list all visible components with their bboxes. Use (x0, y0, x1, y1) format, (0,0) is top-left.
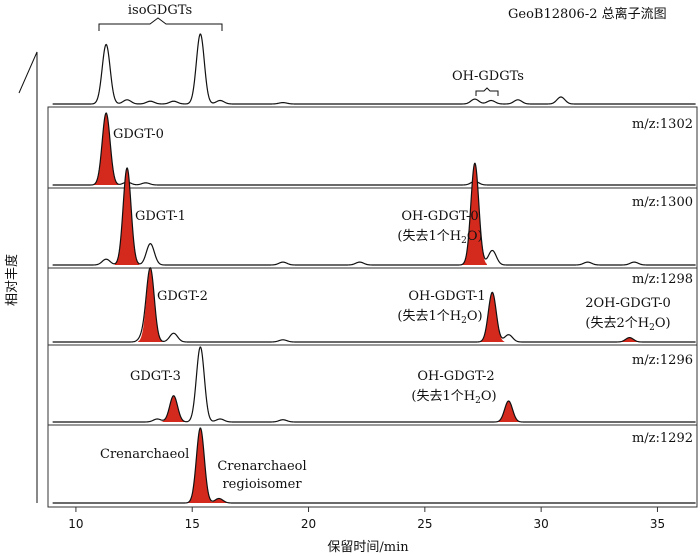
h-symbol: H (450, 229, 461, 244)
loss-text: (失去1个 (397, 309, 449, 324)
loss-tail: O) (467, 309, 483, 324)
annotation-gdgt-3: GDGT-3 (130, 369, 181, 384)
subscript: 2 (461, 316, 467, 326)
isogdgts-bracket (98, 17, 223, 31)
annotation-oh-gdgt-0-loss: (失去1个H2O) (397, 229, 482, 246)
loss-text: (失去1个 (397, 229, 449, 244)
x-tick-label: 30 (534, 517, 549, 531)
filled-peak (93, 113, 119, 185)
panel-label-1302: m/z:1302 (632, 117, 693, 132)
panel-frame (47, 106, 698, 508)
subscript: 2 (475, 396, 481, 406)
x-tick-label: 10 (68, 517, 83, 531)
loss-tail: O) (467, 229, 483, 244)
x-tick-label: 25 (417, 517, 432, 531)
annotation-oh-gdgt-1: OH-GDGT-1 (408, 289, 485, 304)
plot-frame (47, 106, 698, 508)
trace-line (52, 266, 696, 343)
h-symbol: H (450, 309, 461, 324)
chart-title: GeoB12806-2 总离子流图 (508, 6, 667, 22)
loss-text: (失去1个 (411, 389, 463, 404)
loss-tail: O) (655, 316, 671, 331)
y-axis-line (18, 51, 38, 503)
annotation-ohgdgts: OH-GDGTs (452, 69, 524, 84)
trace-line (52, 33, 696, 105)
annotation-crenarchaeol-regio-1: Crenarchaeol (217, 459, 306, 474)
x-axis-ticks: 10 15 20 25 30 35 (68, 507, 665, 531)
annotation-isogdgts: isoGDGTs (128, 3, 192, 18)
h-symbol: H (638, 316, 649, 331)
subscript: 2 (649, 323, 655, 333)
loss-tail: O) (481, 389, 497, 404)
annotation-2oh-gdgt-0-loss: (失去2个H2O) (585, 316, 670, 333)
annotation-oh-gdgt-0: OH-GDGT-0 (401, 209, 478, 224)
panel-label-1296: m/z:1296 (632, 353, 693, 368)
annotation-oh-gdgt-2: OH-GDGT-2 (417, 369, 494, 384)
trace-line (52, 346, 696, 423)
trace-line (52, 427, 696, 504)
x-axis-label: 保留时间/min (327, 540, 409, 555)
ohgdgts-bracket (475, 87, 499, 96)
x-tick-label: 35 (650, 517, 665, 531)
annotation-gdgt-1: GDGT-1 (135, 209, 186, 224)
annotation-oh-gdgt-1-loss: (失去1个H2O) (397, 309, 482, 326)
subscript: 2 (461, 236, 467, 246)
trace-line (52, 112, 696, 186)
h-symbol: H (464, 389, 475, 404)
filled-peak (188, 428, 213, 503)
y-axis-label: 相对丰度 (4, 254, 20, 306)
panel-label-1298: m/z:1298 (632, 272, 693, 287)
annotation-2oh-gdgt-0: 2OH-GDGT-0 (585, 296, 671, 311)
loss-text: (失去2个 (585, 316, 637, 331)
trace-line (52, 162, 696, 266)
annotation-oh-gdgt-2-loss: (失去1个H2O) (411, 389, 496, 406)
traces-layer (52, 33, 696, 504)
filled-peak (496, 401, 521, 422)
x-tick-label: 20 (301, 517, 316, 531)
panel-label-1300: m/z:1300 (632, 195, 693, 210)
annotation-crenarchaeol-regio-2: regioisomer (222, 477, 302, 492)
annotation-gdgt-2: GDGT-2 (157, 289, 208, 304)
annotation-crenarchaeol: Crenarchaeol (100, 447, 189, 462)
annotation-gdgt-0: GDGT-0 (113, 127, 164, 142)
panel-label-1292: m/z:1292 (632, 431, 693, 446)
x-tick-label: 15 (185, 517, 200, 531)
